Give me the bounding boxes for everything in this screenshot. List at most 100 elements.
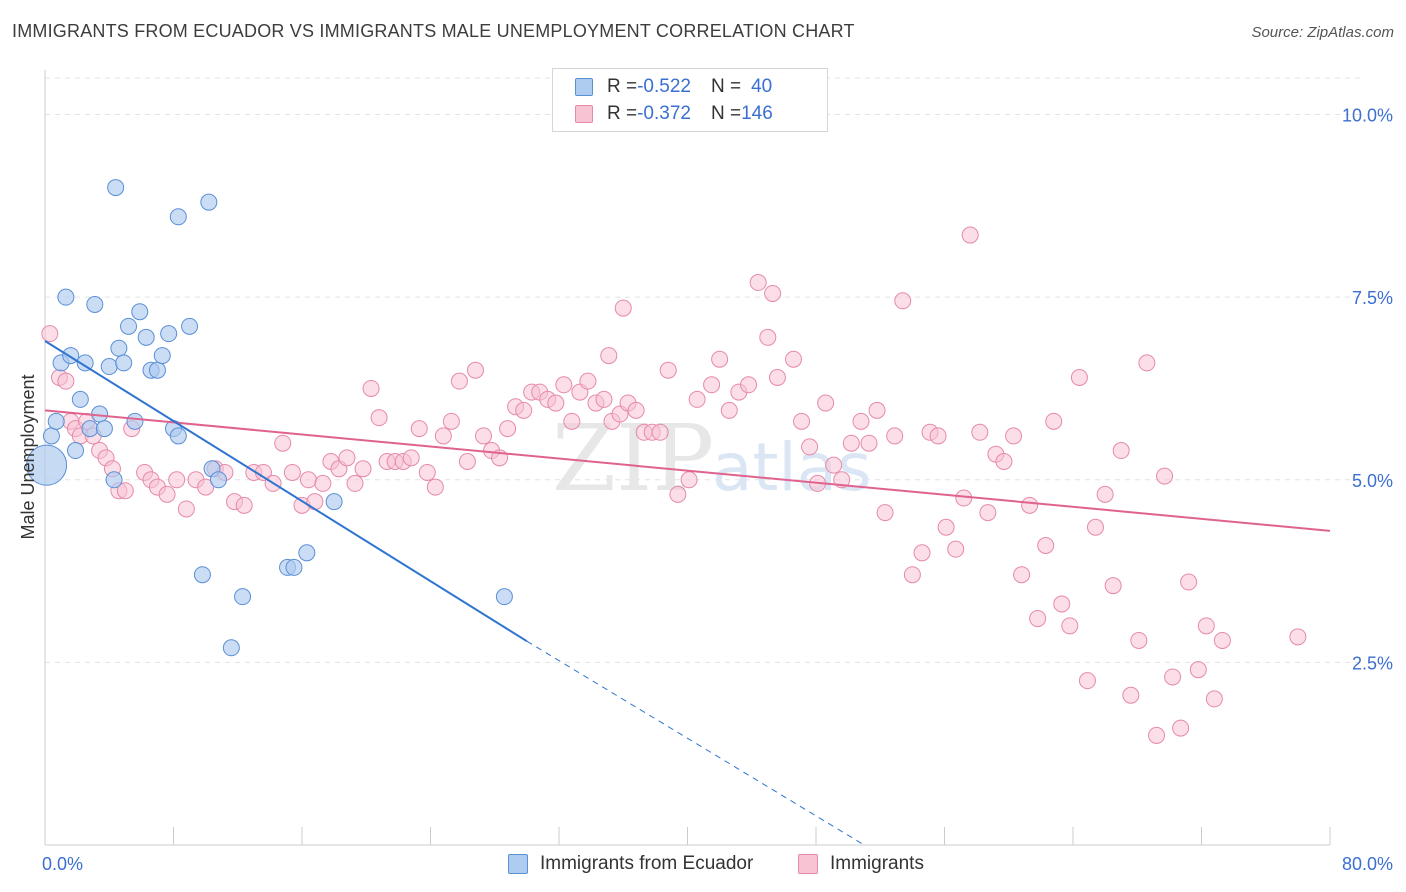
legend-swatch-immigrants (575, 105, 593, 123)
ecuador-point (495, 588, 513, 606)
immigrants-point (418, 463, 436, 481)
immigrants-point (913, 544, 931, 562)
x-tick-label-min: 0.0% (42, 854, 83, 874)
immigrants-point (669, 485, 687, 503)
immigrants-point (362, 379, 380, 397)
immigrants-point (314, 474, 332, 492)
immigrants-point (1045, 412, 1063, 430)
immigrants-point (354, 460, 372, 478)
immigrants-point (740, 376, 758, 394)
ecuador-point (42, 427, 60, 445)
immigrants-point (749, 274, 767, 292)
ecuador-point (200, 193, 218, 211)
immigrants-point (703, 376, 721, 394)
immigrants-point (595, 390, 613, 408)
immigrants-point (1070, 368, 1088, 386)
immigrants-point (306, 493, 324, 511)
ecuador-point (120, 317, 138, 335)
immigrants-point (825, 456, 843, 474)
immigrants-point (651, 423, 669, 441)
immigrants-point (1096, 485, 1114, 503)
immigrants-point (274, 434, 292, 452)
legend-r-value: -0.522 (637, 76, 691, 97)
immigrants-point (158, 485, 176, 503)
immigrants-point (283, 463, 301, 481)
immigrants-point (1086, 518, 1104, 536)
immigrants-point (235, 496, 253, 514)
ecuador-point (95, 420, 113, 438)
immigrants-point (515, 401, 533, 419)
legend-n-label: N = (710, 76, 742, 97)
immigrants-point (1197, 617, 1215, 635)
ecuador-point (137, 328, 155, 346)
immigrants-point (868, 401, 886, 419)
immigrants-point (1029, 610, 1047, 628)
immigrants-point (961, 226, 979, 244)
immigrants-point (600, 347, 618, 365)
immigrants-point (995, 453, 1013, 470)
immigrants-point (860, 434, 878, 452)
immigrants-point (764, 284, 782, 302)
immigrants-point (680, 471, 698, 489)
immigrants-trendline (44, 409, 1331, 532)
legend-r-label: R = (607, 76, 638, 97)
ecuador-point (105, 471, 123, 489)
ecuador-point (81, 420, 99, 438)
legend-row-immigrants: R = -0.372 N = 146 (575, 102, 773, 126)
immigrants-point (720, 401, 738, 419)
immigrants-point (442, 412, 460, 430)
immigrants-point (579, 372, 597, 390)
y-tick-label: 2.5% (1352, 653, 1393, 673)
immigrants-point (458, 453, 476, 470)
immigrants-point (894, 292, 912, 310)
immigrants-point (1122, 686, 1140, 704)
immigrants-point (1005, 427, 1023, 445)
immigrants-point (971, 423, 989, 441)
chart-source: Source: ZipAtlas.com (1251, 24, 1394, 41)
immigrants-point (1205, 690, 1223, 708)
immigrants-point (168, 471, 186, 489)
legend-row-ecuador: R = -0.522 N = 40 (575, 75, 772, 99)
ecuador-point (26, 444, 68, 486)
immigrants-point (759, 328, 777, 346)
immigrants-point (1189, 661, 1207, 679)
stats-legend: R = -0.522 N = 40 R = -0.372 N = 146 (552, 68, 828, 132)
immigrants-point (1138, 354, 1156, 372)
series-legend-swatch-immigrants (798, 854, 818, 874)
legend-r-label: R = (607, 103, 638, 124)
legend-n-value: 40 (751, 76, 773, 97)
ecuador-point (181, 317, 199, 335)
immigrants-point (1164, 668, 1182, 686)
immigrants-point (1148, 726, 1166, 744)
ecuador-trendline (44, 340, 528, 643)
ecuador-point (153, 347, 171, 365)
immigrants-point (57, 372, 75, 390)
ecuador-point (71, 390, 89, 408)
y-tick-label: 10.0% (1342, 106, 1393, 126)
immigrants-point (886, 427, 904, 445)
ecuador-point (222, 639, 240, 657)
chart-title: IMMIGRANTS FROM ECUADOR VS IMMIGRANTS MA… (12, 21, 855, 41)
ecuador-point (169, 208, 187, 226)
immigrants-point (299, 471, 317, 489)
immigrants-point (801, 438, 819, 456)
ecuador-point (193, 566, 211, 584)
ecuador-point (126, 412, 144, 430)
watermark: ZIP atlas (552, 405, 872, 512)
legend-r-value: -0.372 (637, 103, 691, 124)
immigrants-point (1104, 577, 1122, 595)
immigrants-point (711, 350, 729, 368)
ecuador-point (115, 354, 133, 372)
immigrants-point (937, 518, 955, 536)
immigrants-point (785, 350, 803, 368)
ecuador-point (209, 471, 227, 489)
immigrants-point (499, 420, 517, 438)
immigrants-point (426, 478, 444, 496)
x-tick-label-max: 80.0% (1342, 854, 1393, 874)
immigrants-point (370, 409, 388, 427)
ecuador-point (285, 558, 303, 576)
y-tick-label: 5.0% (1352, 471, 1393, 491)
immigrants-point (1013, 566, 1031, 584)
immigrants-point (41, 325, 59, 343)
